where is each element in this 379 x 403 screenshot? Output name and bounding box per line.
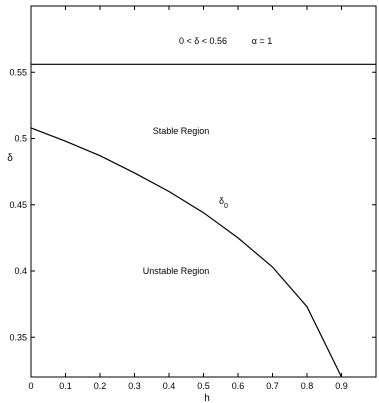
curve-label-main: δ xyxy=(219,196,224,206)
y-tick-label-3: 0.5 xyxy=(14,134,27,144)
y-tick-label-4: 0.55 xyxy=(9,67,27,77)
x-tick-label-8: 0.8 xyxy=(301,381,314,391)
curve-label: δ0 xyxy=(219,196,228,210)
stable-region-label: Stable Region xyxy=(153,126,210,136)
delta0-curve xyxy=(30,127,343,378)
unstable-region-label: Unstable Region xyxy=(143,266,210,276)
x-tick-label-2: 0.2 xyxy=(94,381,107,391)
x-tick-label-0: 0 xyxy=(28,381,33,391)
tick-labels: 0 0.1 0.2 0.3 0.4 0.5 0.6 0.7 0.8 0.9 0.35 0.4 0.45 0… xyxy=(9,67,347,391)
x-tick-label-4: 0.4 xyxy=(163,381,176,391)
x-tick-label-1: 0.1 xyxy=(59,381,72,391)
range-annotation: 0 < δ < 0.56 xyxy=(179,36,227,46)
x-tick-label-5: 0.5 xyxy=(197,381,210,391)
x-tick-label-7: 0.7 xyxy=(266,381,279,391)
alpha-annotation: α = 1 xyxy=(252,36,272,46)
x-tick-label-3: 0.3 xyxy=(128,381,141,391)
curve-label-sub: 0 xyxy=(224,203,228,210)
y-axis-label: δ xyxy=(7,153,13,164)
x-tick-label-6: 0.6 xyxy=(232,381,245,391)
ticks xyxy=(30,6,376,377)
y-tick-label-1: 0.4 xyxy=(14,266,27,276)
y-tick-label-0: 0.35 xyxy=(9,332,27,342)
x-tick-label-9: 0.9 xyxy=(335,381,348,391)
y-tick-label-2: 0.45 xyxy=(9,200,27,210)
x-axis-label: h xyxy=(204,393,210,403)
plot-frame xyxy=(30,5,377,378)
